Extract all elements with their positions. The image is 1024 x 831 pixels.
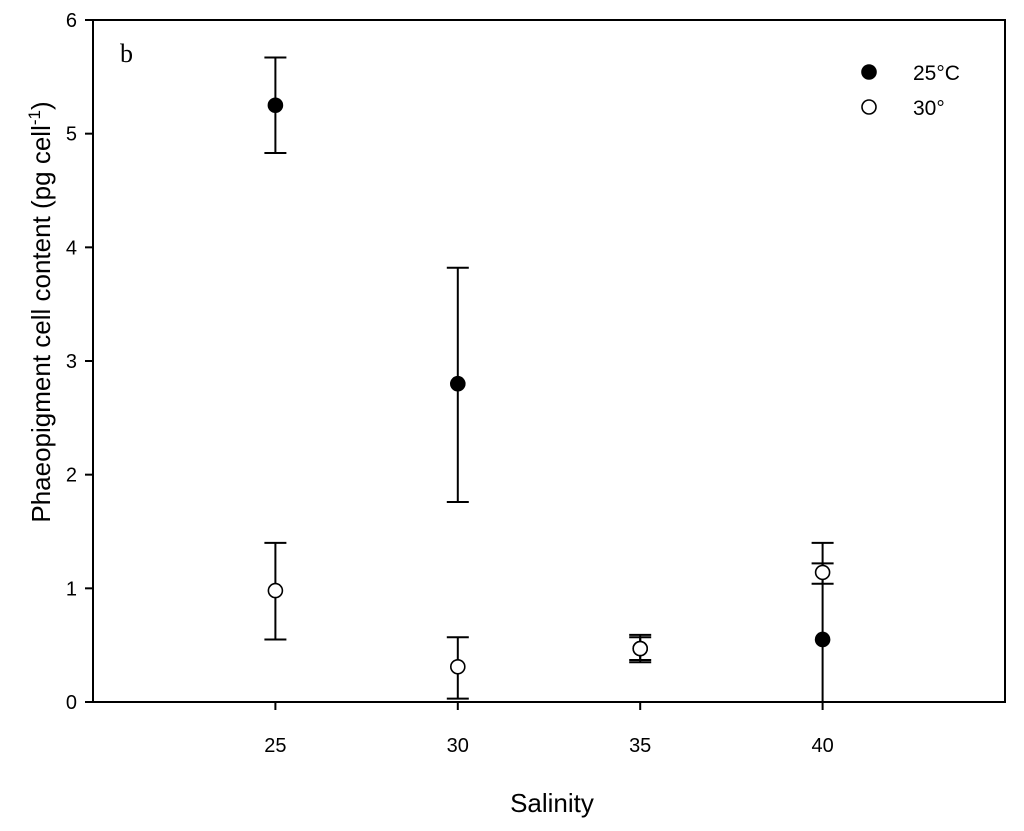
series-2 [264,541,834,700]
legend-label: 30° [913,97,945,120]
data-point [449,375,466,392]
x-tick-label: 25 [264,735,286,757]
data-point [449,658,466,675]
y-axis-title-close: ) [26,101,56,110]
y-tick-label: 1 [66,578,77,600]
legend-marker [861,64,877,80]
data-point [267,97,284,114]
x-tick-label: 40 [811,735,833,757]
series-layer [264,56,834,703]
y-axis-title-main: Phaeopigment cell content (pg cell [26,125,56,522]
plot-frame [92,19,1006,703]
y-axis-title-superscript: -1 [25,110,44,125]
x-axis-title: Salinity [510,788,594,818]
y-tick-label: 4 [66,237,77,259]
x-tick-label: 30 [447,735,469,757]
y-tick-label: 0 [66,692,77,714]
panel-label: b [120,39,133,68]
data-point [814,564,831,581]
y-axis: 0 1 2 3 4 5 6 [66,10,93,714]
legend: 25°C 30° [861,62,960,120]
legend-label: 25°C [913,62,960,85]
series-1-markers [267,97,831,657]
y-tick-label: 2 [66,465,77,487]
x-axis: 25 30 35 40 [264,702,834,757]
data-point [632,640,649,657]
series-2-markers [267,564,831,675]
y-tick-label: 3 [66,351,77,373]
y-tick-label: 6 [66,10,77,32]
y-tick-label: 5 [66,124,77,146]
data-point [267,582,284,599]
series-1 [264,56,834,703]
y-axis-title: Phaeopigment cell content (pg cell-1) [25,101,56,522]
plot-border [92,19,1006,703]
legend-marker [861,99,877,115]
data-point [814,631,831,648]
x-tick-label: 35 [629,735,651,757]
